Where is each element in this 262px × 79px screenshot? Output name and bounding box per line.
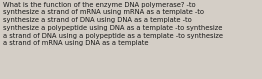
Text: What is the function of the enzyme DNA polymerase? -to
synthesize a strand of mR: What is the function of the enzyme DNA p… [3, 2, 223, 46]
